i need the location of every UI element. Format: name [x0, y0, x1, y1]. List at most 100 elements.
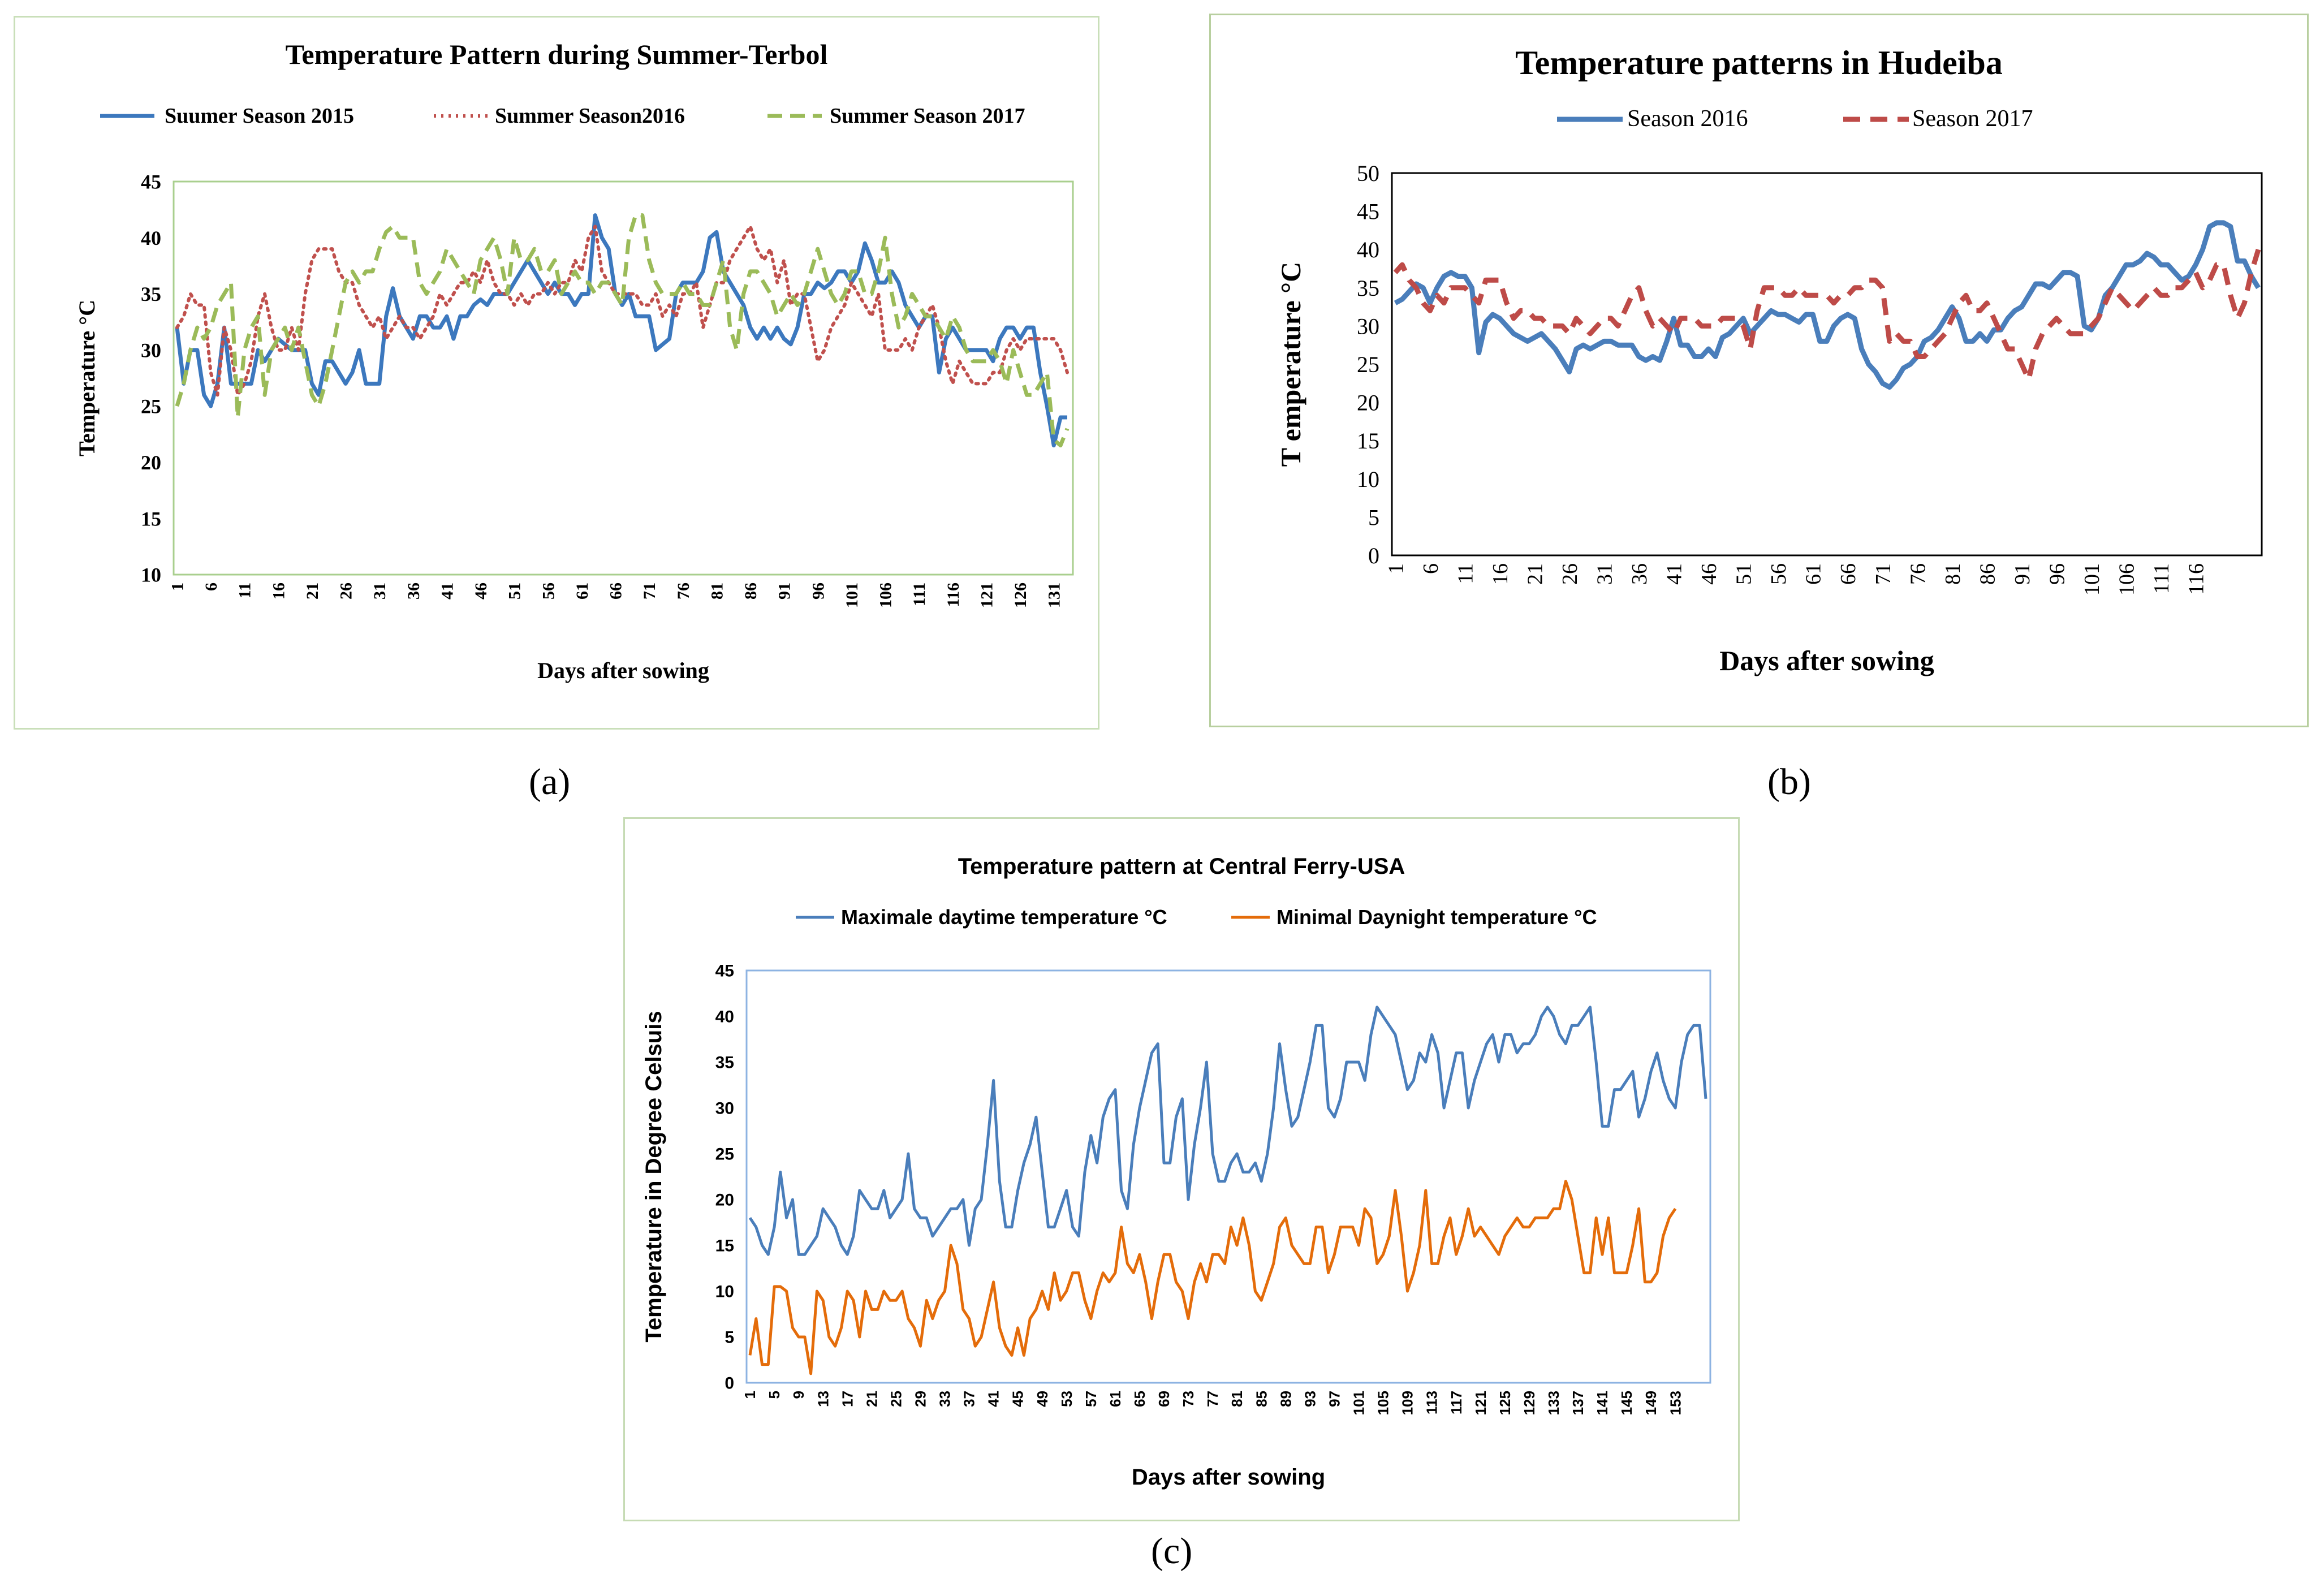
- x-tick-label: 111: [2150, 563, 2174, 594]
- x-tick-label: 69: [1155, 1391, 1172, 1407]
- y-tick-label: 25: [715, 1145, 734, 1164]
- x-tick-label: 11: [236, 583, 255, 598]
- y-tick-label: 20: [715, 1191, 734, 1210]
- x-tick-label: 56: [1767, 563, 1791, 585]
- x-tick-label: 36: [404, 583, 423, 599]
- x-tick-label: 53: [1058, 1391, 1075, 1407]
- y-tick-label: 5: [725, 1328, 734, 1347]
- x-tick-label: 56: [539, 583, 558, 599]
- y-tick-label: 30: [141, 339, 161, 361]
- y-tick-label: 30: [1357, 313, 1379, 339]
- legend-label-s2015: Suumer Season 2015: [165, 104, 354, 128]
- y-axis-label: Temperature in Degree Celsuis: [641, 1011, 666, 1342]
- series-line-max: [748, 1006, 1707, 1256]
- x-tick-label: 65: [1131, 1391, 1148, 1407]
- x-tick-label: 106: [877, 583, 895, 608]
- x-tick-label: 61: [1107, 1391, 1124, 1407]
- x-tick-label: 26: [1558, 563, 1582, 585]
- legend-label-s2017: Season 2017: [1912, 106, 2033, 132]
- legend-label-s2016: Summer Season2016: [495, 104, 685, 128]
- x-tick-label: 89: [1277, 1391, 1294, 1407]
- x-tick-label: 49: [1034, 1391, 1051, 1407]
- y-tick-label: 10: [1357, 467, 1379, 492]
- y-tick-label: 10: [141, 564, 161, 586]
- x-tick-label: 29: [912, 1391, 929, 1407]
- x-tick-label: 46: [1697, 563, 1721, 585]
- x-tick-label: 25: [887, 1391, 904, 1407]
- panel-label-c: (c): [1151, 1530, 1193, 1572]
- x-tick-label: 86: [741, 583, 760, 599]
- x-tick-label: 1: [741, 1391, 758, 1399]
- x-tick-label: 93: [1301, 1391, 1318, 1407]
- x-tick-label: 113: [1424, 1391, 1441, 1414]
- x-tick-label: 91: [2011, 563, 2034, 585]
- y-tick-label: 40: [141, 227, 161, 249]
- series-line-s2015: [175, 213, 1067, 448]
- x-tick-label: 21: [303, 583, 322, 599]
- series-line-s2017: [1393, 248, 2261, 382]
- x-tick-label: 21: [1523, 563, 1547, 585]
- y-tick-label: 25: [1357, 352, 1379, 377]
- x-tick-label: 45: [1010, 1391, 1027, 1407]
- x-tick-label: 66: [1836, 563, 1860, 585]
- x-tick-label: 121: [977, 583, 996, 608]
- x-tick-label: 11: [1454, 563, 1477, 584]
- x-tick-label: 16: [1489, 563, 1512, 585]
- y-tick-label: 35: [141, 283, 161, 305]
- y-tick-label: 0: [725, 1374, 734, 1393]
- x-tick-label: 101: [1351, 1391, 1368, 1415]
- x-axis-label: Days after sowing: [1132, 1465, 1325, 1490]
- y-axis-label: Temperature °C: [74, 300, 100, 456]
- x-tick-label: 36: [1628, 563, 1651, 585]
- x-tick-label: 116: [944, 583, 963, 607]
- x-tick-label: 109: [1399, 1391, 1416, 1415]
- plot-area: [173, 180, 1074, 576]
- x-tick-label: 21: [863, 1391, 880, 1407]
- x-tick-label: 101: [2080, 563, 2104, 596]
- y-tick-label: 15: [715, 1237, 734, 1256]
- x-tick-label: 111: [910, 583, 929, 606]
- chart-panel-b: Temperature patterns in Hudeiba Season 20…: [1209, 14, 2309, 727]
- x-tick-label: 41: [985, 1391, 1002, 1407]
- x-tick-label: 153: [1667, 1391, 1684, 1415]
- x-tick-label: 57: [1083, 1391, 1099, 1407]
- panel-label-a: (a): [529, 761, 571, 803]
- x-tick-label: 1: [1384, 563, 1408, 574]
- x-tick-label: 33: [937, 1391, 954, 1407]
- x-tick-label: 125: [1497, 1391, 1513, 1415]
- y-tick-label: 10: [715, 1283, 734, 1301]
- x-tick-label: 66: [607, 583, 626, 599]
- x-tick-label: 46: [472, 583, 490, 599]
- x-tick-label: 133: [1545, 1391, 1562, 1415]
- panel-label-b: (b): [1767, 761, 1811, 803]
- x-tick-label: 81: [1228, 1391, 1245, 1407]
- x-tick-label: 97: [1326, 1391, 1343, 1407]
- x-tick-label: 129: [1521, 1391, 1538, 1415]
- x-tick-label: 131: [1045, 583, 1064, 608]
- legend-label-max: Maximale daytime temperature °C: [841, 905, 1167, 929]
- x-tick-label: 91: [775, 583, 794, 599]
- plot-area: [745, 969, 1711, 1384]
- y-tick-label: 45: [1357, 199, 1379, 225]
- y-tick-label: 40: [715, 1008, 734, 1026]
- chart-a: Temperature Pattern during Summer-Terbol…: [74, 38, 1074, 683]
- y-tick-label: 40: [1357, 237, 1379, 262]
- x-tick-label: 116: [2185, 563, 2209, 595]
- x-tick-label: 71: [1871, 563, 1895, 585]
- y-tick-label: 35: [715, 1054, 734, 1072]
- legend-label-s2017: Summer Season 2017: [830, 104, 1025, 128]
- legend-label-s2016: Season 2016: [1627, 106, 1748, 132]
- x-tick-label: 76: [1906, 563, 1930, 585]
- y-tick-label: 45: [141, 171, 161, 193]
- y-tick-label: 25: [141, 395, 161, 418]
- x-tick-label: 141: [1594, 1391, 1611, 1415]
- x-tick-label: 121: [1472, 1391, 1489, 1415]
- x-tick-label: 26: [337, 583, 356, 599]
- x-tick-label: 96: [809, 583, 827, 599]
- x-tick-label: 9: [790, 1391, 807, 1399]
- x-tick-label: 51: [1732, 563, 1756, 585]
- chart-c: Temperature pattern at Central Ferry-USA…: [641, 854, 1711, 1490]
- chart-b: Temperature patterns in Hudeiba Season 20…: [1275, 44, 2263, 676]
- x-tick-label: 37: [961, 1391, 978, 1407]
- y-tick-label: 5: [1368, 504, 1379, 530]
